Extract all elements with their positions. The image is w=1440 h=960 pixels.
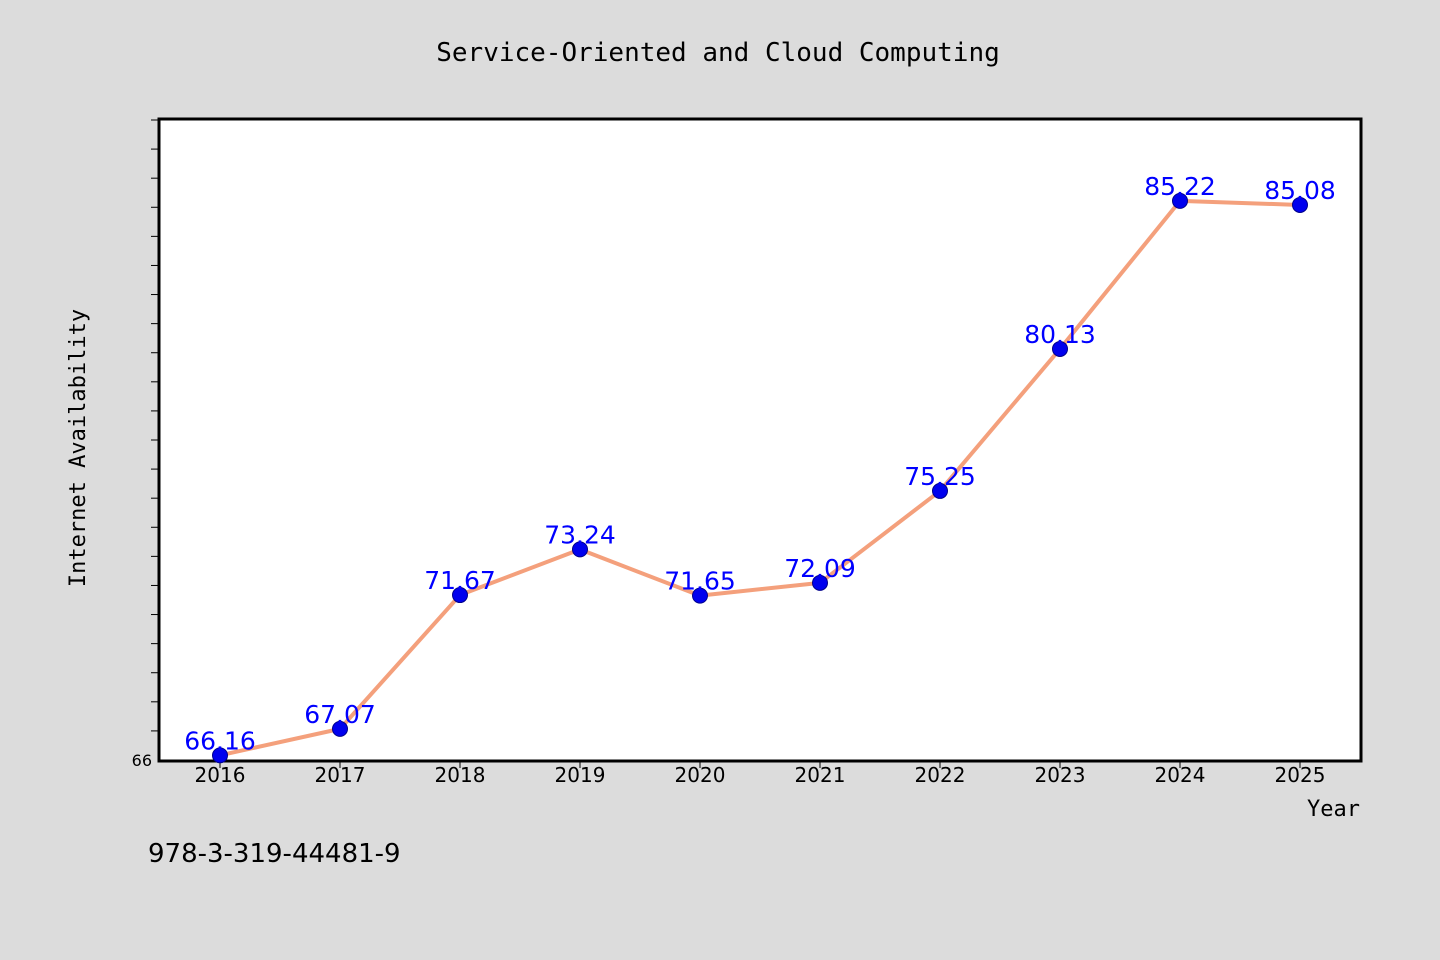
data-point xyxy=(692,587,708,604)
x-tick-label: 2021 xyxy=(795,763,846,787)
data-label: 85.08 xyxy=(1264,176,1336,205)
chart-title: Service-Oriented and Cloud Computing xyxy=(436,38,1000,68)
data-point xyxy=(452,587,468,604)
data-label: 67.07 xyxy=(304,700,376,729)
x-tick-label: 2017 xyxy=(315,763,366,787)
data-point xyxy=(812,574,828,591)
x-tick-label: 2022 xyxy=(915,763,966,787)
data-label: 72.09 xyxy=(784,554,856,583)
data-label: 75.25 xyxy=(904,462,976,491)
data-label: 71.65 xyxy=(664,567,736,596)
data-point xyxy=(572,541,588,558)
data-label: 66.16 xyxy=(184,726,256,755)
x-tick-label: 2019 xyxy=(555,763,606,787)
data-point xyxy=(1052,340,1068,357)
y-axis-ticks xyxy=(151,119,159,732)
data-label: 80.13 xyxy=(1024,320,1096,349)
x-tick-label: 2025 xyxy=(1275,763,1326,787)
data-point xyxy=(332,720,348,737)
data-label: 73.24 xyxy=(544,520,616,549)
x-axis-ticks: 2016 2017 2018 2019 2020 2021 2022 2023 2024 2025 xyxy=(195,760,1326,787)
isbn-annotation: 978-3-319-44481-9 xyxy=(148,839,401,869)
series-layer: 66.16 67.07 71.67 73.24 71.65 72.09 75.25 80.13… xyxy=(184,172,1336,764)
plot-area xyxy=(157,117,1363,763)
data-point xyxy=(212,747,228,764)
data-point xyxy=(1292,196,1308,213)
data-label: 85.22 xyxy=(1144,172,1216,201)
y-axis-label: Internet Availability xyxy=(66,309,91,587)
x-tick-label: 2023 xyxy=(1035,763,1086,787)
x-tick-label: 2016 xyxy=(195,763,246,787)
x-axis-label: Year xyxy=(1307,797,1360,822)
x-tick-label: 2018 xyxy=(435,763,486,787)
x-tick-label: 2024 xyxy=(1155,763,1206,787)
data-label: 71.67 xyxy=(424,566,496,595)
x-tick-label: 2020 xyxy=(675,763,726,787)
data-point xyxy=(932,482,948,499)
y-axis-min-label: 66 xyxy=(132,751,152,770)
series-line xyxy=(218,198,1302,758)
data-point xyxy=(1172,192,1188,209)
